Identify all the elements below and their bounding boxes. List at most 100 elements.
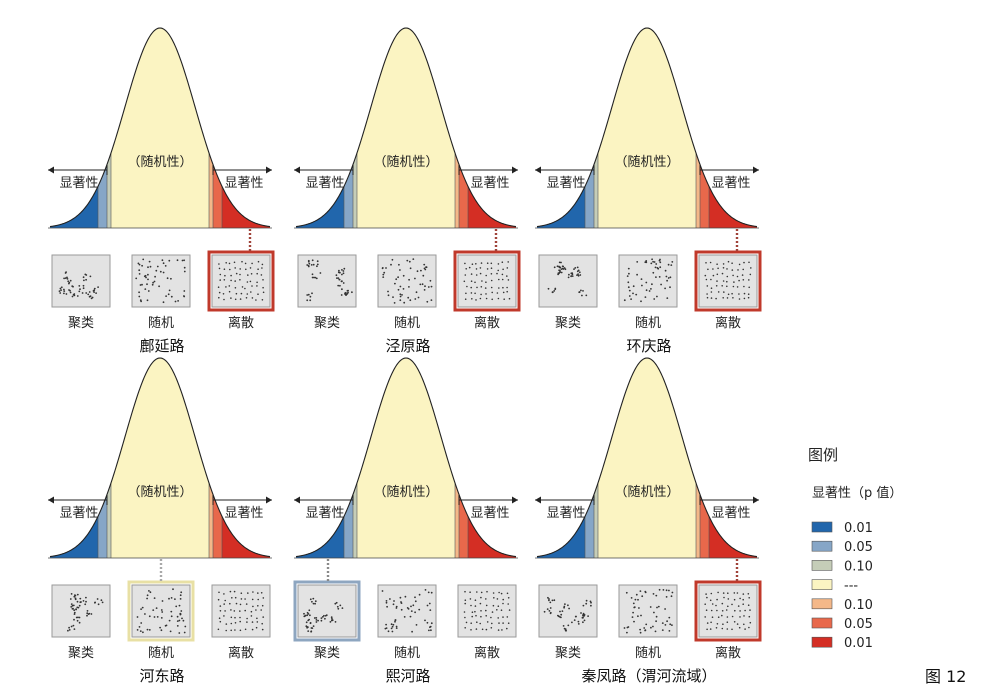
bell-curve [536,357,758,558]
legend-swatch [811,617,833,629]
region-random-yellow [598,28,696,228]
legend-item: 0.05 [811,617,873,632]
legend-label: 0.05 [844,617,873,632]
dispersed-label: 离散 [474,315,500,331]
region-blue-005 [98,494,107,558]
significance-arrow-right [212,495,272,505]
significance-arrow-left [294,165,354,175]
region-grey-010 [594,152,598,228]
clustered-pattern-box: 聚类 [293,580,361,661]
region-random-yellow [357,358,455,558]
region-orange-005 [700,164,709,228]
region-red-001 [468,186,516,228]
legend-swatch [811,598,833,610]
clustered-label: 聚类 [314,646,340,661]
legend-label: 0.10 [844,598,873,613]
random-pattern-box: 随机 [131,254,191,331]
clustered-pattern-box: 聚类 [51,584,111,661]
region-blue-005 [98,164,107,228]
significance-label-right: 显著性 [711,506,750,521]
significance-label-left: 显著性 [59,506,98,521]
significance-label-left: 显著性 [59,176,98,191]
random-label: 随机 [148,646,174,661]
road-name: 秦凤路（渭河流域） [581,667,716,685]
region-blue-001 [296,516,344,558]
bell-curve [49,27,271,228]
random-label: 随机 [394,316,420,331]
dispersed-label: 离散 [474,645,500,661]
clustered-pattern-box: 聚类 [538,584,598,661]
region-orange-010 [696,152,700,228]
region-random-yellow [111,28,209,228]
clustered-pattern-box: 聚类 [538,254,598,331]
legend-subtitle: 显著性（p 值） [812,485,902,501]
random-label: 随机 [394,646,420,661]
random-pattern-box: 随机 [618,584,678,661]
significance-arrow-right [699,165,759,175]
significance-label-right: 显著性 [224,506,263,521]
legend-label: 0.05 [844,540,873,555]
region-blue-005 [585,164,594,228]
random-pattern-box: 随机 [127,580,195,661]
region-grey-010 [107,152,111,228]
region-grey-010 [353,482,357,558]
road-name: 鄜延路 [139,337,184,355]
significance-label-right: 显著性 [711,176,750,191]
random-pattern-box: 随机 [618,254,678,331]
region-random-yellow [598,358,696,558]
region-orange-010 [696,482,700,558]
random-label: 随机 [635,646,661,661]
dispersed-label: 离散 [715,645,741,661]
dispersed-pattern-box: 离散 [694,250,762,331]
legend-item: 0.05 [811,540,873,555]
region-blue-001 [50,186,98,228]
legend-items: 0.01 0.05 0.10 --- 0.10 0.05 0.01 [811,521,873,651]
legend-label: 0.01 [844,521,873,536]
region-blue-005 [585,494,594,558]
region-random-yellow [111,358,209,558]
significance-label-left: 显著性 [305,176,344,191]
dispersed-pattern-box: 离散 [457,584,517,661]
clustered-label: 聚类 [68,316,94,331]
legend-swatch [811,560,833,571]
significance-label-right: 显著性 [470,506,509,521]
legend: 图例 显著性（p 值） 0.01 0.05 0.10 --- 0.10 0.05 0.01 [808,446,902,651]
legend-swatch [811,636,833,648]
region-grey-010 [107,482,111,558]
figure-number: 图 12 [925,667,966,686]
significance-label-right: 显著性 [470,176,509,191]
legend-item: 0.01 [811,521,873,536]
randomness-label: （随机性） [373,485,438,500]
legend-swatch [811,579,833,590]
legend-item: 0.10 [811,559,873,574]
road-name: 河东路 [139,667,184,685]
road-name: 熙河路 [385,667,430,685]
clustered-label: 聚类 [314,316,340,331]
region-red-001 [222,186,270,228]
significance-arrow-left [48,495,108,505]
randomness-label: （随机性） [127,485,192,500]
region-blue-001 [537,186,585,228]
clustered-label: 聚类 [555,646,581,661]
dispersed-label: 离散 [715,315,741,331]
legend-swatch [811,540,833,552]
significance-label-left: 显著性 [546,506,585,521]
region-random-yellow [357,28,455,228]
highlight-frame [453,250,521,312]
legend-item: 0.10 [811,598,873,613]
significance-arrow-right [699,495,759,505]
randomness-label: （随机性） [614,485,679,500]
legend-swatch [811,521,833,533]
randomness-label: （随机性） [614,155,679,170]
region-orange-005 [459,164,468,228]
clustered-label: 聚类 [555,316,581,331]
legend-label: 0.01 [844,636,873,651]
